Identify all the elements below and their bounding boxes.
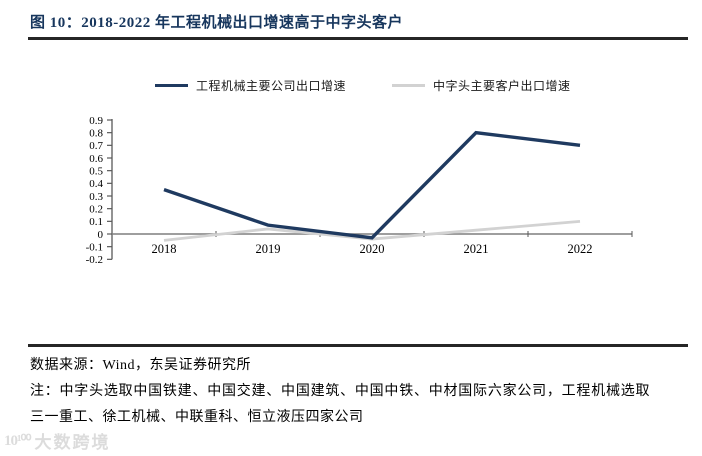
legend-label-zhongzitou: 中字头主要客户出口增速: [433, 79, 571, 93]
svg-text:-0.1: -0.1: [86, 241, 103, 253]
svg-text:2021: 2021: [464, 242, 489, 256]
figure-title: 图 10：2018-2022 年工程机械出口增速高于中字头客户: [30, 15, 403, 31]
svg-text:2022: 2022: [568, 242, 593, 256]
svg-text:0: 0: [98, 229, 104, 241]
svg-text:0.1: 0.1: [89, 216, 103, 228]
svg-text:0.9: 0.9: [89, 115, 103, 127]
svg-text:0.7: 0.7: [89, 140, 103, 152]
figure-note: 注：中字头选取中国铁建、中国交建、中国建筑、中国中铁、中材国际六家公司，工程机械…: [30, 384, 650, 425]
title-divider: [28, 37, 688, 40]
legend-item-zhongzitou: 中字头主要客户出口增速: [392, 77, 571, 94]
svg-text:0.5: 0.5: [89, 165, 103, 177]
watermark-logo-icon: 10¹⁰⁰: [4, 433, 32, 449]
watermark-text: 大数跨境: [34, 433, 111, 452]
footer-divider: [28, 344, 688, 347]
svg-text:-0.2: -0.2: [86, 254, 103, 266]
watermark: 10¹⁰⁰ 大数跨境: [4, 428, 111, 453]
data-source: 数据来源：Wind，东吴证券研究所: [30, 358, 252, 373]
svg-text:0.3: 0.3: [89, 191, 103, 203]
svg-text:2020: 2020: [360, 242, 385, 256]
legend-label-machinery: 工程机械主要公司出口增速: [196, 79, 347, 93]
svg-text:0.6: 0.6: [89, 153, 103, 165]
svg-text:0.8: 0.8: [89, 127, 103, 139]
legend-line-swatch-gray: [392, 84, 426, 87]
legend-line-swatch-dark: [155, 84, 188, 87]
svg-text:2019: 2019: [256, 242, 281, 256]
legend-item-machinery: 工程机械主要公司出口增速: [155, 77, 346, 94]
svg-text:0.4: 0.4: [89, 178, 103, 190]
chart-legend: 工程机械主要公司出口增速 中字头主要客户出口增速: [155, 77, 571, 94]
svg-text:2018: 2018: [152, 242, 177, 256]
line-chart: -0.2-0.100.10.20.30.40.50.60.70.80.9 2018…: [86, 115, 633, 266]
svg-text:0.2: 0.2: [89, 203, 103, 215]
